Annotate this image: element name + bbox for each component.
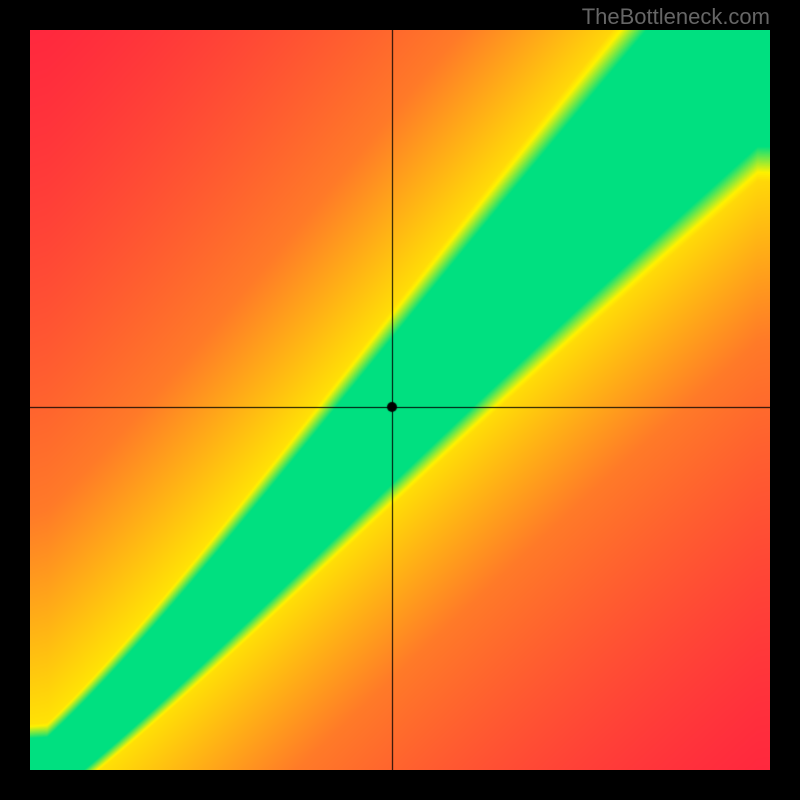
chart-container: TheBottleneck.com (0, 0, 800, 800)
bottleneck-heatmap (30, 30, 770, 770)
attribution-text: TheBottleneck.com (582, 4, 770, 30)
